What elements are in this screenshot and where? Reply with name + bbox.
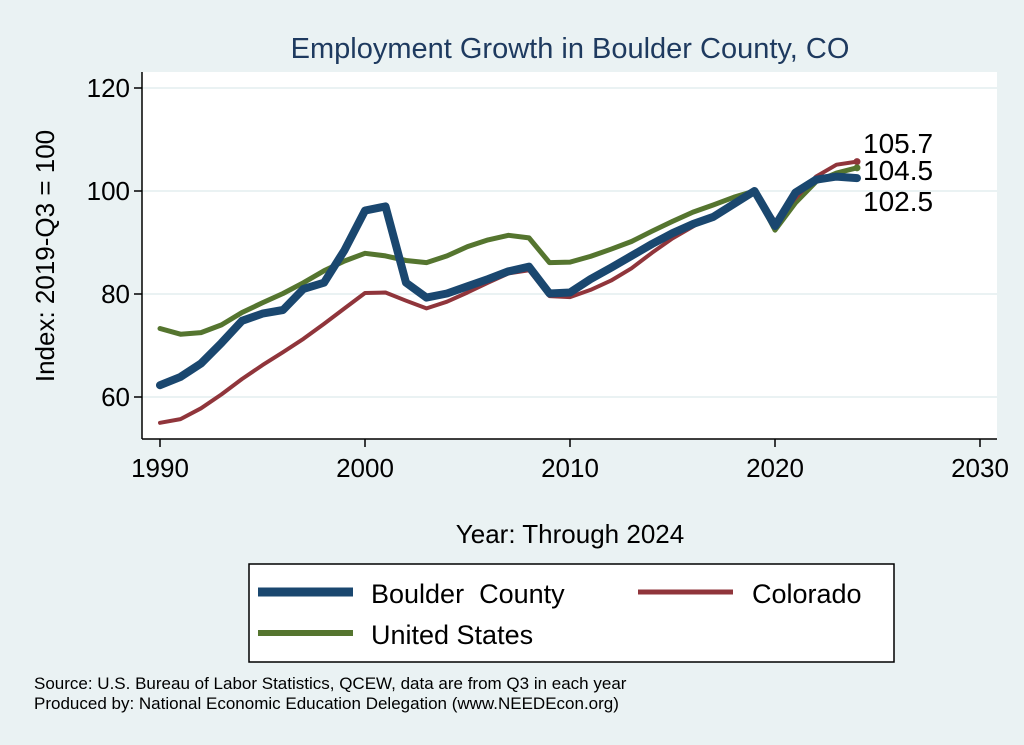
x-tick-label: 2030 [951,453,1009,483]
legend-box [248,563,895,663]
end-value-label: 105.7 [863,128,933,159]
end-value-label: 104.5 [863,155,933,186]
legend-label: Boulder County [371,579,565,609]
series-end-point [853,158,861,166]
plot-area [142,72,997,439]
y-tick-label: 80 [101,279,130,309]
y-tick-label: 100 [87,176,130,206]
x-tick-label: 1990 [131,453,189,483]
x-tick-label: 2020 [746,453,804,483]
y-tick-label: 120 [87,73,130,103]
legend-label: Colorado [752,579,862,609]
y-tick-label: 60 [101,382,130,412]
series-end-point [853,174,861,182]
source-note: Source: U.S. Bureau of Labor Statistics,… [34,674,627,693]
end-value-label: 102.5 [863,186,933,217]
series-line-boulder-county [156,172,861,390]
chart-title: Employment Growth in Boulder County, CO [291,33,850,65]
axes: 60 80 100 120 1990 2000 2010 2020 2030 [87,72,1009,483]
producer-note: Produced by: National Economic Education… [34,694,619,713]
x-tick-label: 2010 [541,453,599,483]
series-end-point [853,164,861,172]
grid-lines [142,87,997,398]
series-lines [156,158,861,425]
x-axis-label: Year: Through 2024 [456,519,684,549]
legend-label: United States [371,620,533,650]
y-axis-label: Index: 2019-Q3 = 100 [30,130,60,382]
legend: Boulder County Colorado United States [258,579,862,650]
x-tick-label: 2000 [336,453,394,483]
